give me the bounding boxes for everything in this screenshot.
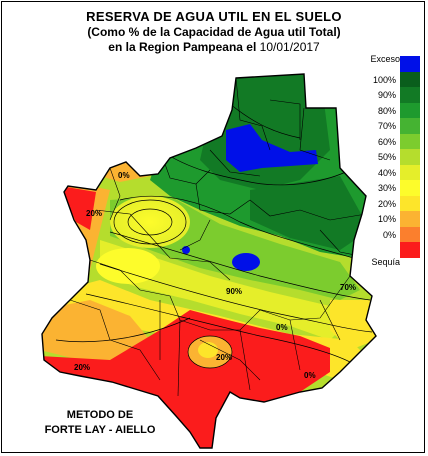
map-title: RESERVA DE AGUA UTIL EN EL SUELO	[86, 9, 342, 24]
legend-label: 50%	[377, 152, 396, 162]
legend-swatch	[400, 195, 420, 212]
orange-zone-southwest	[42, 300, 150, 360]
yellow-pocket-south	[198, 342, 218, 358]
contour-label: 20%	[74, 363, 90, 372]
legend-label: 30%	[377, 183, 396, 193]
legend-label: 0%	[382, 229, 396, 240]
legend-swatch	[400, 242, 420, 258]
map-date: 10/01/2017	[259, 40, 320, 54]
region-label: en la Region Pampeana el	[108, 40, 257, 54]
legend-swatch	[400, 71, 420, 88]
excess-zone-north	[226, 124, 318, 172]
legend-label: 70%	[377, 121, 396, 131]
legend-swatch	[400, 211, 420, 227]
legend-label: 20%	[377, 198, 396, 209]
water-reserve-fill	[42, 74, 376, 448]
legend-swatch	[400, 149, 420, 165]
yellow-zone-west	[110, 196, 190, 248]
department-boundaries	[69, 77, 367, 397]
legend-label: 80%	[377, 105, 396, 116]
yellow-zone-east	[330, 300, 376, 350]
contour-label: 20%	[216, 353, 232, 362]
legend-swatch	[400, 164, 420, 181]
legend-label: 90%	[377, 90, 396, 100]
drought-zone-south	[42, 310, 330, 448]
excess-zone-center	[232, 253, 260, 271]
method-label-line1: METODO DE	[66, 409, 134, 421]
legend-swatch	[400, 133, 420, 150]
dark-green-zone-east	[250, 176, 370, 250]
legend-drought-label: Sequía	[371, 257, 400, 267]
contour-label: 0%	[304, 371, 316, 380]
legend-label: 10%	[377, 214, 396, 224]
contour-label: 70%	[340, 283, 356, 292]
legend-label: 40%	[377, 167, 396, 178]
contour-label: 90%	[226, 287, 242, 296]
contour-label: 0%	[118, 171, 130, 180]
legend-swatch	[400, 180, 420, 196]
legend-swatch	[400, 226, 420, 243]
method-label-line2: FORTE LAY - AIELLO	[44, 424, 156, 436]
contour-labels: 90% 20% 0% 70% 0% 20% 0% 20%	[74, 171, 356, 380]
map-region-date: en la Region Pampeana el 10/01/2017	[0, 40, 428, 54]
legend-swatch	[400, 102, 420, 119]
drought-zone-west	[60, 186, 96, 230]
legend-swatch	[400, 56, 420, 72]
legend-excess-label: Exceso	[370, 54, 400, 64]
legend-label: 60%	[377, 136, 396, 147]
contour-label: 20%	[86, 209, 102, 218]
yellow-zone-center	[96, 248, 160, 284]
region-outline	[41, 73, 377, 449]
map-subtitle: (Como % de la Capacidad de Agua util Tot…	[87, 25, 341, 39]
legend-label: 100%	[372, 74, 396, 85]
contour-label: 0%	[276, 323, 288, 332]
legend-swatch	[400, 87, 420, 103]
legend-swatch	[400, 118, 420, 134]
yellow-green-zone	[100, 240, 350, 340]
